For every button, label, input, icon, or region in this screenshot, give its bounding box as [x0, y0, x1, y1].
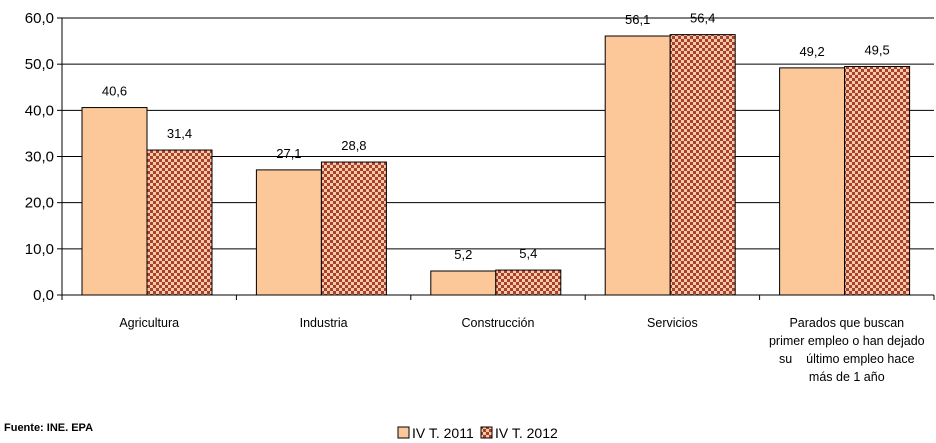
- y-tick-label: 50,0: [25, 56, 54, 73]
- legend-label: IV T. 2011: [412, 425, 474, 441]
- bar-2012: [146, 149, 213, 296]
- y-tick-label: 10,0: [25, 241, 54, 258]
- legend-swatch: [480, 426, 493, 439]
- category-label: Servicios: [647, 316, 698, 330]
- data-label: 5,4: [519, 246, 537, 261]
- legend-swatch: [397, 426, 410, 439]
- y-tick-label: 40,0: [25, 102, 54, 119]
- category-label: su último empleo hace: [779, 352, 915, 366]
- category-label: Construcción: [462, 316, 535, 330]
- bar-2012: [844, 65, 911, 296]
- legend: IV T. 2011 IV T. 2012: [397, 425, 558, 441]
- bar-2011: [255, 169, 322, 296]
- y-tick-label: 0,0: [33, 287, 54, 304]
- data-label: 56,4: [690, 11, 715, 26]
- data-label: 27,1: [276, 146, 301, 161]
- category-label: Agricultura: [119, 316, 179, 330]
- data-labels: 40,6 27,1 5,2 56,1 49,2 31,4 28,8 5,4 56,4 49,5: [102, 11, 890, 262]
- data-label: 49,2: [799, 44, 824, 59]
- category-labels: Agricultura Industria Construcción Servicio…: [119, 316, 924, 384]
- source-note: Fuente: INE. EPA: [4, 422, 93, 434]
- y-tick-label: 20,0: [25, 195, 54, 212]
- bar-2012: [320, 161, 387, 296]
- y-tick-label: 30,0: [25, 149, 54, 166]
- bar-2011: [430, 270, 497, 296]
- y-tick-label: 60,0: [25, 10, 54, 27]
- data-label: 49,5: [864, 42, 889, 57]
- category-label: Industria: [300, 316, 348, 330]
- legend-label: IV T. 2012: [495, 425, 558, 441]
- data-label: 28,8: [341, 138, 366, 153]
- y-tick-labels: 0,0 10,0 20,0 30,0 40,0 50,0 60,0: [25, 10, 54, 304]
- category-label: primer empleo o han dejado: [769, 334, 925, 348]
- category-label: más de 1 año: [809, 370, 885, 384]
- bar-2011: [604, 35, 671, 296]
- data-label: 56,1: [625, 12, 650, 27]
- bar-2011: [779, 67, 846, 296]
- bars: [81, 34, 911, 296]
- data-label: 5,2: [454, 247, 472, 262]
- bar-2012: [669, 34, 736, 296]
- bar-2011: [81, 107, 148, 296]
- category-label: Parados que buscan: [789, 316, 904, 330]
- data-label: 40,6: [102, 84, 127, 99]
- bar-2012: [495, 269, 562, 296]
- data-label: 31,4: [167, 126, 192, 141]
